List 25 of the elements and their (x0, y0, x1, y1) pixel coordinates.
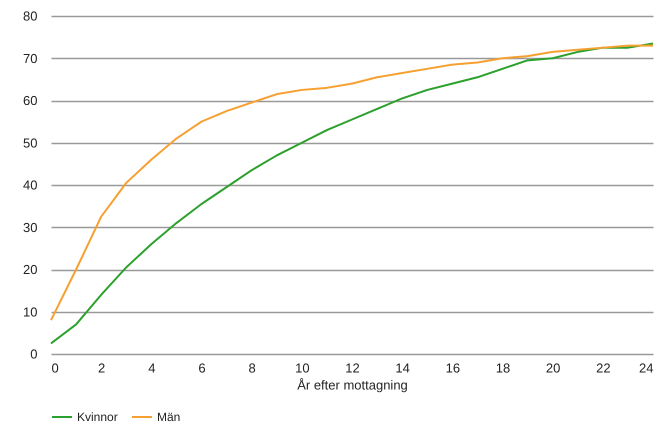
x-tick-label: 10 (295, 360, 310, 376)
x-tick-label: 6 (198, 360, 206, 376)
y-tick-label: 20 (23, 262, 38, 277)
y-tick-label: 60 (23, 93, 38, 108)
x-tick-label: 8 (248, 360, 256, 376)
x-tick-label: 14 (395, 360, 410, 376)
y-tick-label: 80 (23, 8, 38, 24)
y-tick-label: 70 (23, 50, 38, 66)
x-axis-title: År efter mottagning (297, 378, 408, 392)
y-tick-label: 0 (30, 346, 38, 362)
y-tick-label: 30 (23, 220, 38, 235)
x-tick-label: 16 (446, 360, 460, 376)
legend-label: Män (157, 410, 180, 424)
x-tick-label: 0 (52, 360, 59, 376)
x-tick-label: 20 (546, 360, 560, 376)
x-tick-label: 4 (148, 360, 156, 376)
x-tick-label: 18 (496, 360, 510, 376)
y-tick-label: 10 (23, 304, 38, 320)
y-tick-label: 50 (23, 135, 38, 150)
x-tick-label: 24 (639, 360, 654, 376)
legend-label: Kvinnor (77, 410, 118, 424)
y-tick-label: 40 (23, 178, 38, 192)
x-tick-label: 12 (345, 360, 360, 376)
x-tick-label: 22 (596, 360, 611, 376)
x-tick-label: 2 (98, 360, 106, 376)
